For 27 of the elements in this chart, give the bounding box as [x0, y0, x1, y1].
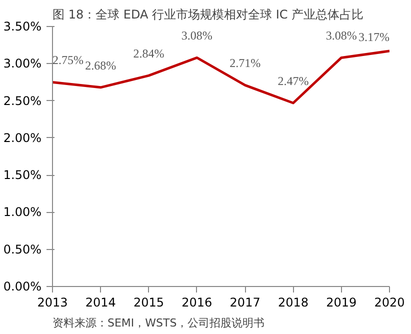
data-label: 2.71%: [230, 56, 261, 70]
line-series: [52, 50, 390, 104]
data-label: 3.17%: [358, 30, 390, 44]
data-label: 2.84%: [133, 46, 164, 61]
data-label: 3.08%: [181, 28, 212, 43]
chart-title: 图 18：全球 EDA 行业市场规模相对全球 IC 产业总体占比: [52, 8, 364, 22]
y-tick-label: 3.00%: [3, 56, 42, 71]
x-tick-label: 2018: [278, 296, 308, 310]
data-label: 3.08%: [326, 28, 357, 43]
text: 资料来源：SEMI，WSTS，公司招股说明书: [52, 316, 265, 330]
y-tick-label: 2.50%: [3, 94, 42, 108]
y-tick-label: 1.00%: [3, 205, 42, 220]
y-tick-label: 0.00%: [3, 280, 42, 294]
x-tick-label: 2015: [134, 296, 164, 310]
x-tick-label: 2017: [230, 296, 260, 310]
x-tick-label: 2019: [326, 296, 357, 310]
data-label: 2.75%: [52, 53, 84, 68]
x-tick-label: 2014: [85, 296, 116, 310]
x-tick-label: 2013: [37, 296, 68, 310]
data-label: 2.47%: [278, 74, 309, 88]
y-tick-label: 2.00%: [3, 130, 42, 145]
y-tick-label: 3.50%: [3, 20, 42, 34]
x-tick-label: 2016: [182, 296, 212, 310]
y-tick-label: 1.50%: [3, 168, 42, 182]
data-label: 2.68%: [85, 58, 116, 72]
y-tick-label: 0.50%: [3, 242, 42, 256]
x-tick-label: 2020: [374, 296, 405, 310]
